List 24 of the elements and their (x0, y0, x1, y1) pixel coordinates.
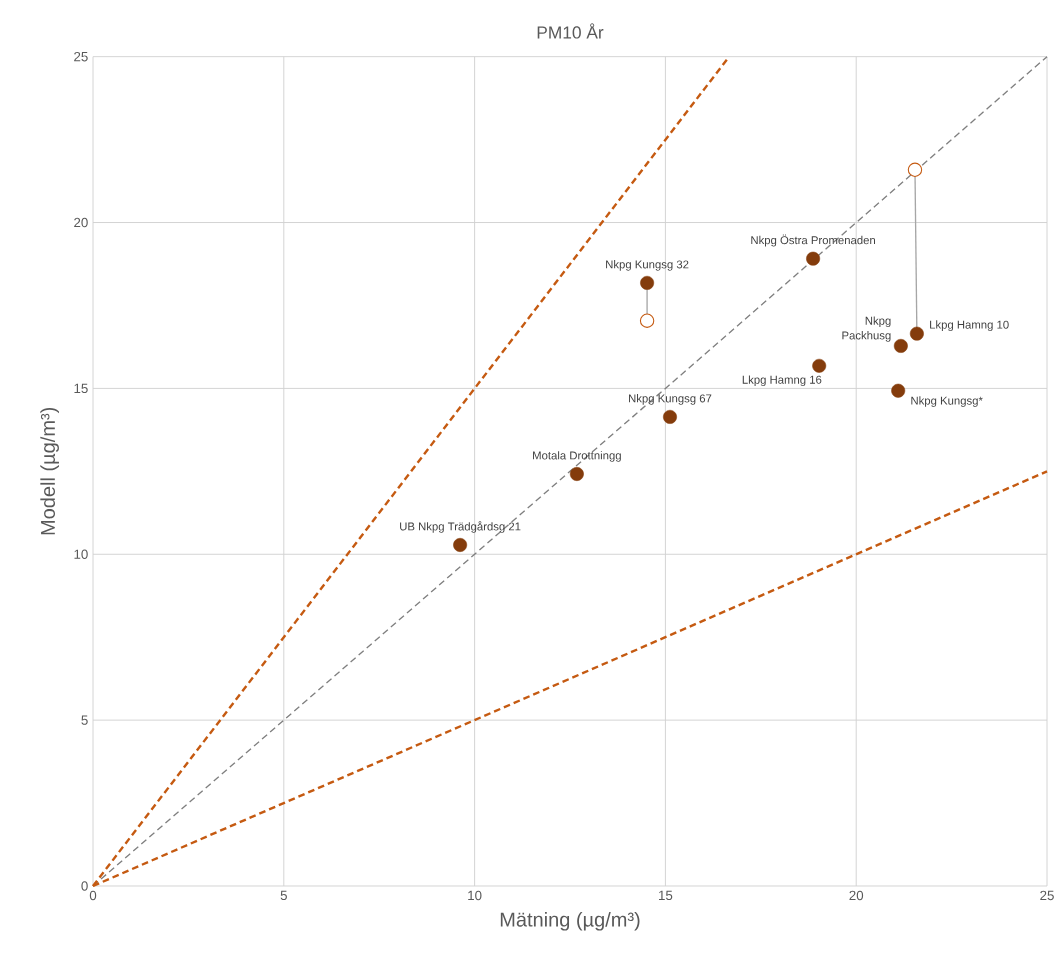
x-axis-title: Mätning (µg/m³) (500, 911, 640, 931)
x-tick-label: 0 (89, 890, 97, 901)
x-tick-label: 15 (659, 890, 673, 901)
y-tick-label: 25 (74, 51, 88, 62)
y-tick-label: 5 (81, 715, 88, 725)
annotation: Nkpg Packhusg (842, 316, 891, 342)
y-tick-label: 20 (74, 217, 88, 228)
x-tick-label: 5 (280, 890, 287, 901)
y-tick-label: 10 (74, 549, 88, 559)
annotation: UB Nkpg Trädgårdsg 21 (400, 521, 521, 533)
annotation: Nkpg Östra Promenaden (751, 234, 875, 247)
x-tick-label: 25 (1040, 890, 1054, 901)
annotation: Nkpg Kungsg* (911, 396, 983, 407)
x-tick-label: 20 (849, 890, 864, 901)
y-axis-title: Modell (µg/m³) (40, 407, 59, 535)
annotation: Lkpg Hamng 10 (930, 320, 1009, 331)
annotation: Lkpg Hamng 16 (742, 375, 822, 386)
annotation: Nkpg Kungsg 67 (629, 394, 712, 405)
x-tick-label: 10 (468, 890, 482, 901)
y-tick-label: 15 (74, 383, 88, 394)
annotation: Nkpg Kungsg 32 (606, 260, 689, 271)
y-tick-label: 0 (81, 881, 88, 891)
chart-title: PM10 År (537, 23, 604, 39)
annotation: Motala Drottningg (533, 451, 621, 462)
